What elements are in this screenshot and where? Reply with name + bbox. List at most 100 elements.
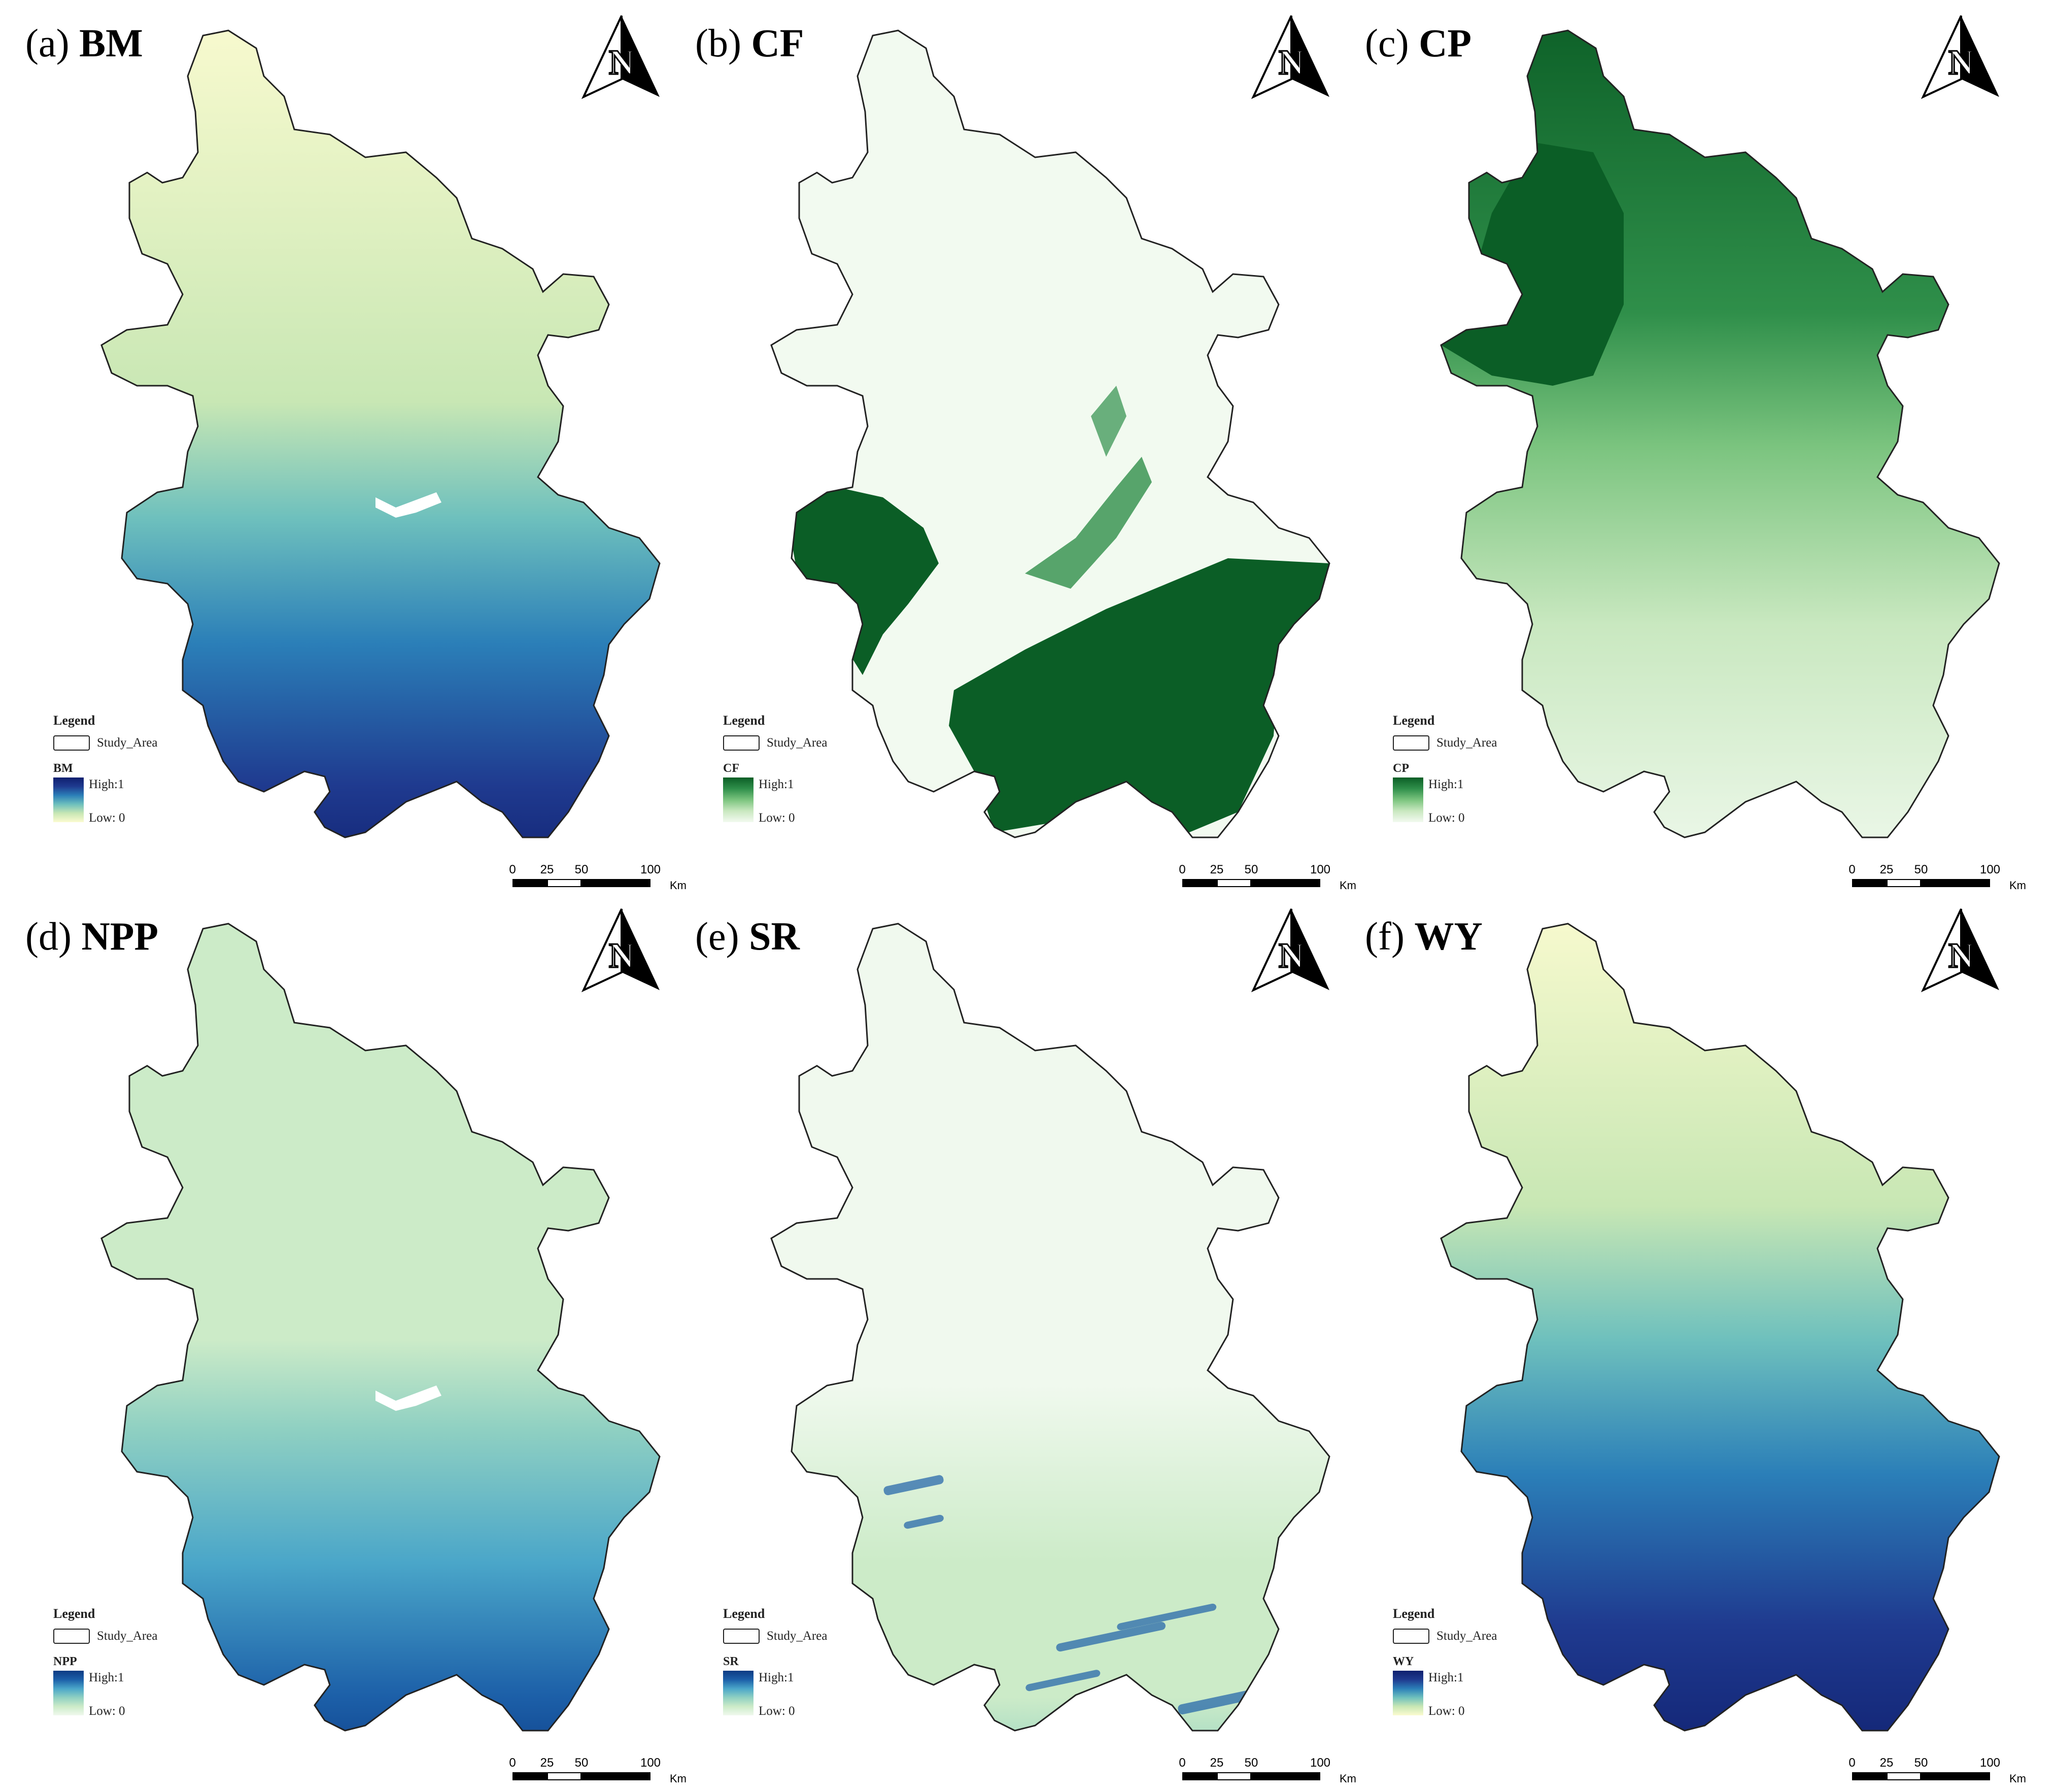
scale-unit: Km [1340, 1772, 1356, 1785]
legend-study-area-row: Study_Area [723, 735, 827, 751]
map-panel-wy: (f) WY N Legend Study_Area WY High:1 Low: 0 0 25… [1340, 893, 2026, 1786]
legend-high-label: High:1 [89, 777, 124, 791]
study-area-label: Study_Area [97, 736, 158, 750]
scale-segment [1251, 879, 1320, 887]
scale-bar: 0 25 50 100 Km [1848, 1756, 2026, 1786]
erosion-streak [1117, 1603, 1217, 1631]
erosion-streak [883, 1475, 944, 1496]
svg-text:N: N [609, 43, 635, 82]
north-arrow-icon: N [1921, 908, 1999, 993]
panel-letter: (e) [695, 914, 739, 958]
scale-bar: 0 25 50 100 Km [1848, 863, 2026, 893]
water-body [375, 1385, 441, 1411]
scale-segment [1887, 879, 1921, 887]
scale-segment [512, 1772, 547, 1780]
scale-segment [1251, 1772, 1320, 1780]
panel-title: (e) SR [695, 914, 800, 959]
legend-variable-name: CF [723, 762, 739, 775]
erosion-streak [904, 1514, 944, 1529]
legend-title: Legend [1393, 1606, 1435, 1621]
study-area-swatch [1393, 735, 1429, 751]
legend-ramp-group: High:1 Low: 0 [723, 777, 827, 825]
study-area-swatch [53, 735, 90, 751]
forest-patch [786, 487, 939, 675]
scale-tick-label: 25 [1210, 1756, 1224, 1770]
study-area-boundary [100, 29, 661, 838]
scale-segment [512, 879, 547, 887]
map-panel-cf: (b) CF N Legend Study_Area CF High:1 Low: 0 0 25… [670, 0, 1356, 893]
scale-tick-label: 0 [1179, 1756, 1186, 1770]
legend-low-label: Low: 0 [89, 811, 125, 825]
legend-title: Legend [53, 713, 95, 728]
legend-study-area-row: Study_Area [53, 735, 157, 751]
scale-segment [1217, 1772, 1251, 1780]
legend-title: Legend [723, 1606, 765, 1621]
scale-unit: Km [670, 879, 687, 892]
panel-variable: NPP [81, 914, 159, 958]
legend-high-label: High:1 [1428, 777, 1464, 791]
scale-unit: Km [2009, 879, 2026, 892]
scale-segment [1182, 1772, 1217, 1780]
legend-ramp-group: High:1 Low: 0 [1393, 777, 1497, 825]
map-legend: Legend Study_Area BM High:1 Low: 0 [53, 713, 157, 825]
map-legend: Legend Study_Area CF High:1 Low: 0 [723, 713, 827, 825]
scale-tick-label: 50 [1244, 863, 1258, 876]
map-legend: Legend Study_Area NPP High:1 Low: 0 [53, 1606, 157, 1718]
scale-tick-label: 0 [509, 863, 516, 876]
scale-tick-label: 25 [1879, 863, 1894, 876]
panel-title: (c) CP [1365, 20, 1471, 66]
legend-low-label: Low: 0 [89, 1704, 125, 1718]
study-area-boundary [100, 923, 661, 1732]
scale-tick-label: 50 [574, 863, 589, 876]
legend-title: Legend [723, 713, 765, 728]
legend-variable-name: CP [1393, 762, 1409, 775]
legend-high-label: High:1 [89, 1671, 124, 1684]
scale-tick-label: 50 [1914, 863, 1928, 876]
study-area-boundary [1440, 923, 2000, 1732]
scale-segment [547, 1772, 581, 1780]
svg-text:N: N [1948, 43, 1974, 82]
scale-segment [1852, 879, 1887, 887]
legend-high-label: High:1 [1428, 1671, 1464, 1684]
scale-segment [1921, 879, 1990, 887]
scale-tick-label: 100 [1310, 863, 1331, 876]
map-panel-bm: (a) BM N Legend Study_Area BM High:1 Low: 0 0 25… [0, 0, 687, 893]
legend-study-area-row: Study_Area [53, 1629, 157, 1644]
panel-title: (b) CF [695, 20, 804, 66]
legend-variable-name: WY [1393, 1655, 1414, 1668]
legend-high-label: High:1 [759, 777, 794, 791]
study-area-map [770, 29, 1330, 838]
legend-low-label: Low: 0 [759, 1704, 795, 1718]
study-area-map [1440, 29, 2000, 838]
scale-tick-label: 25 [1210, 863, 1224, 876]
legend-ramp-group: High:1 Low: 0 [53, 777, 157, 825]
scale-segment [581, 879, 650, 887]
erosion-streak [1025, 1670, 1101, 1692]
study-area-map [100, 29, 661, 838]
color-ramp [723, 777, 754, 822]
study-area-map [1440, 923, 2000, 1732]
study-area-boundary [770, 923, 1330, 1732]
high-value-patch [1441, 142, 1624, 386]
panel-variable: CP [1419, 21, 1472, 65]
scale-tick-label: 50 [574, 1756, 589, 1770]
study-area-label: Study_Area [97, 1629, 158, 1643]
scale-unit: Km [670, 1772, 687, 1785]
scale-tick-label: 100 [640, 1756, 661, 1770]
scale-segment [1852, 1772, 1887, 1780]
scale-tick-label: 50 [1914, 1756, 1928, 1770]
map-legend: Legend Study_Area SR High:1 Low: 0 [723, 1606, 827, 1718]
scale-bar: 0 25 50 100 Km [509, 863, 687, 893]
scale-tick-label: 25 [540, 1756, 554, 1770]
scale-tick-label: 0 [1848, 1756, 1856, 1770]
legend-low-label: Low: 0 [1428, 811, 1465, 825]
scale-segment [1217, 879, 1251, 887]
panel-letter: (d) [25, 914, 72, 958]
scale-unit: Km [2009, 1772, 2026, 1785]
scale-tick-label: 100 [1979, 863, 2001, 876]
panel-variable: SR [749, 914, 800, 958]
scale-tick-label: 0 [1179, 863, 1186, 876]
study-area-swatch [723, 1629, 760, 1644]
scale-bar: 0 25 50 100 Km [1179, 1756, 1356, 1786]
